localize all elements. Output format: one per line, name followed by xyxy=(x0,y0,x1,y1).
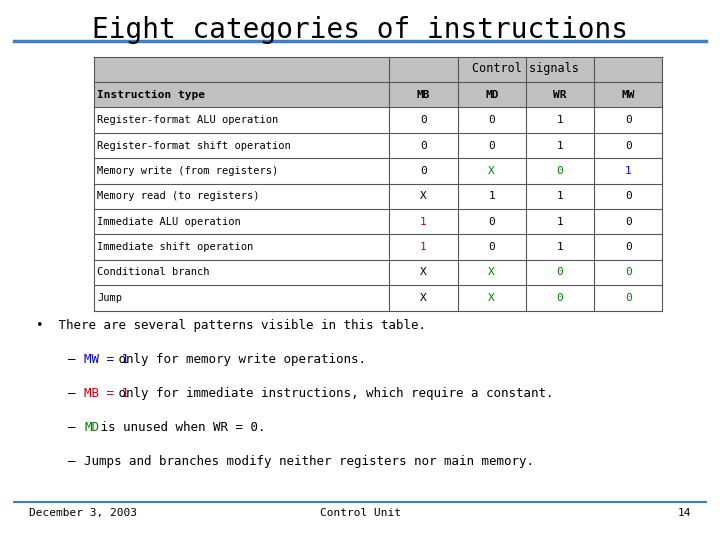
Text: 0: 0 xyxy=(625,293,631,303)
Text: MW: MW xyxy=(621,90,635,100)
Bar xyxy=(94,57,662,82)
Text: 14: 14 xyxy=(678,508,691,518)
Text: WR: WR xyxy=(553,90,567,100)
Text: •  There are several patterns visible in this table.: • There are several patterns visible in … xyxy=(36,319,426,332)
Text: Immediate shift operation: Immediate shift operation xyxy=(97,242,253,252)
Bar xyxy=(94,285,662,310)
Text: Memory write (from registers): Memory write (from registers) xyxy=(97,166,279,176)
Text: Control Unit: Control Unit xyxy=(320,508,400,518)
Text: –: – xyxy=(68,455,76,468)
Text: Conditional branch: Conditional branch xyxy=(97,267,210,278)
Text: –: – xyxy=(68,387,76,400)
Bar xyxy=(94,107,662,133)
Text: only for immediate instructions, which require a constant.: only for immediate instructions, which r… xyxy=(112,387,554,400)
Text: 0: 0 xyxy=(557,293,563,303)
Text: Instruction type: Instruction type xyxy=(97,90,205,100)
Text: 1: 1 xyxy=(488,191,495,201)
Text: X: X xyxy=(488,267,495,278)
Text: MW = 1: MW = 1 xyxy=(84,353,130,366)
Text: X: X xyxy=(488,166,495,176)
Text: Control signals: Control signals xyxy=(472,62,580,75)
Text: 0: 0 xyxy=(625,217,631,227)
Bar xyxy=(94,260,662,285)
Text: 1: 1 xyxy=(420,217,427,227)
Text: –: – xyxy=(68,353,76,366)
Text: 0: 0 xyxy=(488,217,495,227)
Text: 0: 0 xyxy=(625,267,631,278)
Text: 1: 1 xyxy=(420,242,427,252)
Text: 0: 0 xyxy=(488,115,495,125)
Text: MD: MD xyxy=(84,421,99,434)
Text: X: X xyxy=(420,191,427,201)
Text: Jump: Jump xyxy=(97,293,122,303)
Text: 0: 0 xyxy=(557,166,563,176)
Text: MD: MD xyxy=(485,90,498,100)
Text: Register-format ALU operation: Register-format ALU operation xyxy=(97,115,279,125)
Text: X: X xyxy=(420,293,427,303)
Bar xyxy=(94,209,662,234)
Bar xyxy=(94,184,662,209)
Text: X: X xyxy=(488,293,495,303)
Text: 1: 1 xyxy=(557,242,563,252)
Bar xyxy=(94,234,662,260)
Text: 1: 1 xyxy=(625,166,631,176)
Text: Memory read (to registers): Memory read (to registers) xyxy=(97,191,260,201)
Text: –: – xyxy=(68,421,76,434)
Text: 0: 0 xyxy=(488,140,495,151)
Bar xyxy=(94,82,662,107)
Text: 0: 0 xyxy=(625,115,631,125)
Text: only for memory write operations.: only for memory write operations. xyxy=(112,353,366,366)
Bar xyxy=(94,158,662,184)
Text: X: X xyxy=(420,267,427,278)
Text: 0: 0 xyxy=(420,115,427,125)
Text: 1: 1 xyxy=(557,217,563,227)
Text: MB = 1: MB = 1 xyxy=(84,387,130,400)
Bar xyxy=(94,133,662,158)
Text: 1: 1 xyxy=(557,115,563,125)
Text: Register-format shift operation: Register-format shift operation xyxy=(97,140,291,151)
Text: 0: 0 xyxy=(625,140,631,151)
Text: Jumps and branches modify neither registers nor main memory.: Jumps and branches modify neither regist… xyxy=(84,455,534,468)
Text: Eight categories of instructions: Eight categories of instructions xyxy=(92,16,628,44)
Text: 0: 0 xyxy=(557,267,563,278)
Text: December 3, 2003: December 3, 2003 xyxy=(29,508,137,518)
Text: Immediate ALU operation: Immediate ALU operation xyxy=(97,217,241,227)
Text: 0: 0 xyxy=(625,191,631,201)
Text: MB: MB xyxy=(417,90,431,100)
Text: 0: 0 xyxy=(625,242,631,252)
Text: 0: 0 xyxy=(488,242,495,252)
Text: 0: 0 xyxy=(420,166,427,176)
Text: 1: 1 xyxy=(557,191,563,201)
Text: 0: 0 xyxy=(420,140,427,151)
Text: 1: 1 xyxy=(557,140,563,151)
Text: is unused when WR = 0.: is unused when WR = 0. xyxy=(94,421,266,434)
